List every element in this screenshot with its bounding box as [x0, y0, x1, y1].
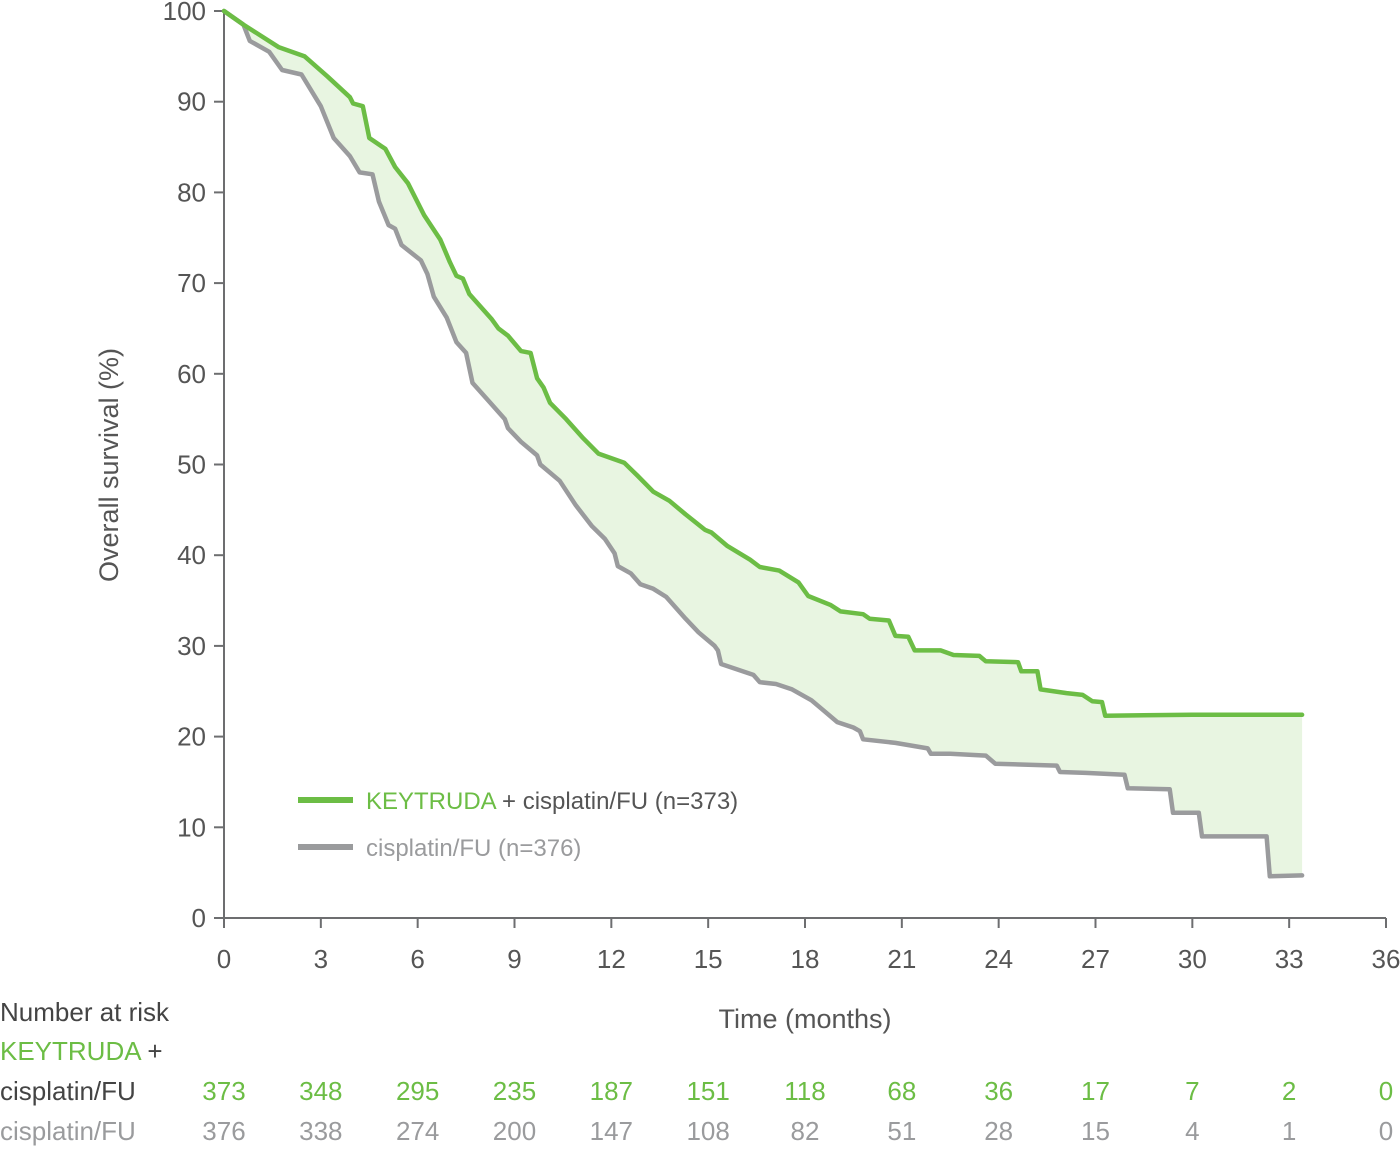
risk-value-cisplatin: 4 — [1185, 1116, 1199, 1146]
risk-value-cisplatin: 274 — [396, 1116, 439, 1146]
y-tick-label: 40 — [177, 540, 206, 570]
shaded-area — [224, 11, 1303, 877]
risk-row-label-keytruda: KEYTRUDA + — [0, 1036, 163, 1066]
x-axis-title: Time (months) — [718, 1004, 891, 1034]
risk-value-keytruda: 348 — [299, 1076, 342, 1106]
risk-value-cisplatin: 0 — [1379, 1116, 1393, 1146]
risk-value-cisplatin: 51 — [887, 1116, 916, 1146]
legend: KEYTRUDA + cisplatin/FU (n=373) cisplatin… — [298, 788, 738, 862]
risk-row-label-cisplatin: cisplatin/FU — [0, 1116, 136, 1146]
risk-value-keytruda: 151 — [686, 1076, 729, 1106]
risk-value-cisplatin: 200 — [493, 1116, 536, 1146]
risk-value-keytruda: 235 — [493, 1076, 536, 1106]
risk-value-keytruda: 118 — [784, 1076, 825, 1106]
x-tick-label: 12 — [597, 944, 626, 974]
y-tick-label: 80 — [177, 177, 206, 207]
risk-value-keytruda: 68 — [887, 1076, 916, 1106]
risk-value-keytruda: 7 — [1185, 1076, 1199, 1106]
y-tick-label: 10 — [177, 812, 206, 842]
x-tick-label: 36 — [1372, 944, 1400, 974]
number-at-risk-table: Number at risk KEYTRUDA + cisplatin/FU cisp… — [0, 997, 1393, 1146]
x-tick-label: 21 — [887, 944, 916, 974]
x-tick-label: 3 — [314, 944, 328, 974]
y-tick-label: 20 — [177, 722, 206, 752]
risk-value-cisplatin: 15 — [1081, 1116, 1110, 1146]
y-tick-label: 100 — [163, 0, 206, 26]
y-tick-label: 60 — [177, 359, 206, 389]
risk-value-keytruda: 295 — [396, 1076, 439, 1106]
x-tick-label: 6 — [410, 944, 424, 974]
x-tick-label: 27 — [1081, 944, 1110, 974]
x-tick-label: 33 — [1275, 944, 1304, 974]
risk-value-cisplatin: 28 — [984, 1116, 1013, 1146]
y-axis-title: Overall survival (%) — [94, 348, 124, 582]
risk-value-keytruda: 2 — [1282, 1076, 1296, 1106]
y-tick-label: 30 — [177, 631, 206, 661]
risk-value-keytruda: 0 — [1379, 1076, 1393, 1106]
risk-value-cisplatin: 108 — [686, 1116, 729, 1146]
legend-label-keytruda: KEYTRUDA + cisplatin/FU (n=373) — [366, 788, 738, 815]
y-tick-label: 50 — [177, 450, 206, 480]
risk-value-cisplatin: 147 — [590, 1116, 633, 1146]
risk-row-label-keytruda-cont: cisplatin/FU — [0, 1076, 136, 1106]
risk-value-keytruda: 36 — [984, 1076, 1013, 1106]
x-tick-label: 15 — [694, 944, 723, 974]
risk-value-cisplatin: 376 — [202, 1116, 245, 1146]
y-tick-label: 90 — [177, 87, 206, 117]
x-tick-label: 30 — [1178, 944, 1207, 974]
survival-curves — [221, 8, 1305, 879]
number-at-risk-title: Number at risk — [0, 997, 170, 1027]
y-tick-label: 70 — [177, 268, 206, 298]
cisplatin-curve — [221, 8, 1305, 879]
legend-label-cisplatin: cisplatin/FU (n=376) — [366, 835, 581, 862]
x-tick-label: 0 — [217, 944, 231, 974]
risk-value-keytruda: 373 — [202, 1076, 245, 1106]
shaded-difference-region — [224, 11, 1303, 877]
x-tick-label: 9 — [507, 944, 521, 974]
risk-value-cisplatin: 338 — [299, 1116, 342, 1146]
y-tick-label: 0 — [192, 903, 206, 933]
keytruda-curve — [221, 8, 1305, 718]
x-tick-label: 24 — [984, 944, 1013, 974]
risk-value-keytruda: 17 — [1081, 1076, 1110, 1106]
x-tick-label: 18 — [791, 944, 820, 974]
risk-value-keytruda: 187 — [590, 1076, 633, 1106]
risk-value-cisplatin: 82 — [791, 1116, 820, 1146]
risk-value-cisplatin: 1 — [1282, 1116, 1296, 1146]
